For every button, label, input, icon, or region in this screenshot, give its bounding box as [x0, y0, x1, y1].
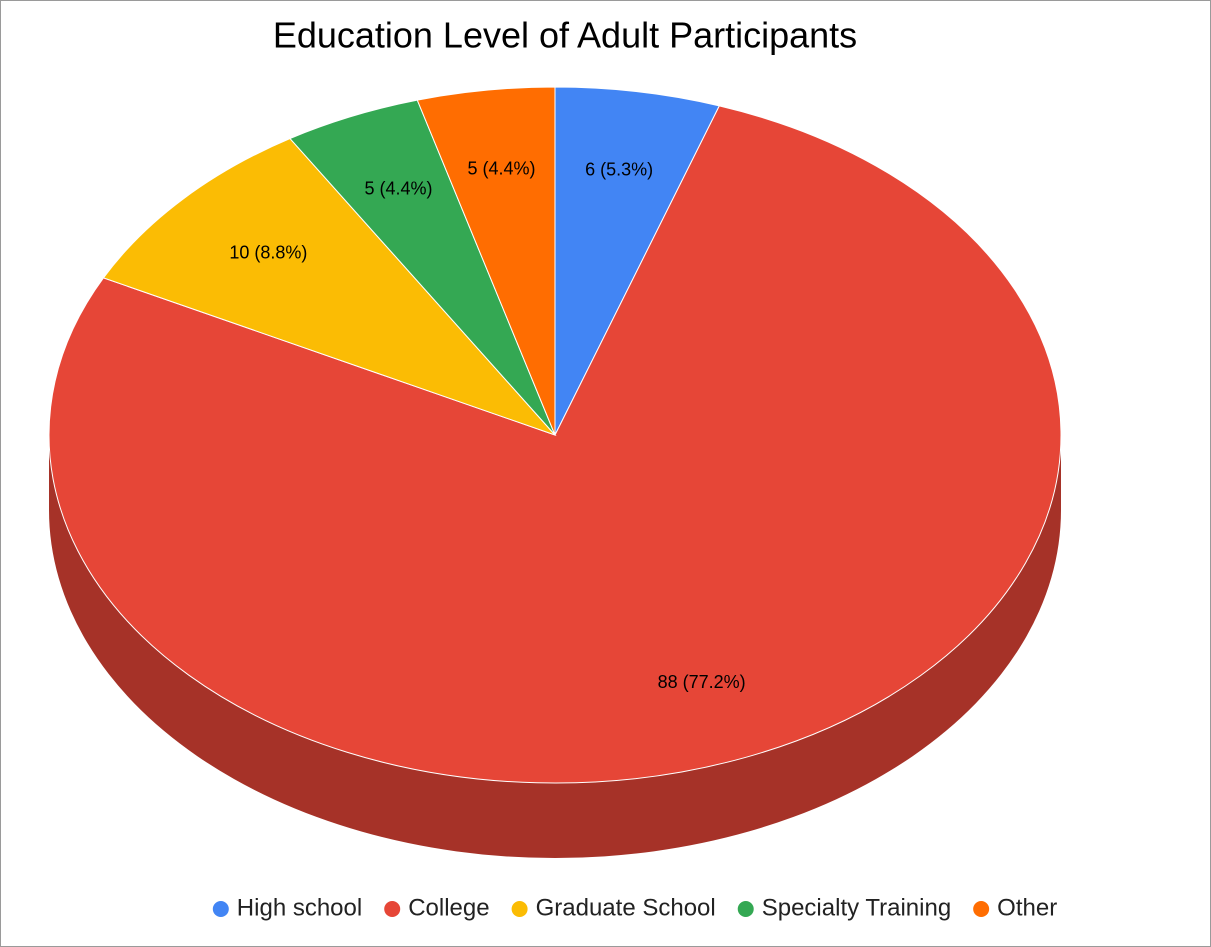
pie-slices [48, 86, 1062, 784]
data-label: 6 (5.3%) [585, 159, 653, 179]
data-label: 5 (4.4%) [467, 158, 535, 178]
legend-label: Other [997, 894, 1057, 921]
pie-slice [48, 105, 1062, 784]
pie-slice [102, 137, 557, 437]
chart-title: Education Level of Adult Participants [273, 15, 857, 56]
data-label: 10 (8.8%) [229, 242, 307, 262]
data-label: 88 (77.2%) [658, 672, 746, 692]
legend-marker [973, 901, 990, 917]
legend-marker [511, 901, 528, 917]
legend-label: High school [237, 894, 362, 921]
slice-side [49, 435, 1061, 858]
legend-marker [737, 901, 754, 917]
legend-label: College [408, 894, 489, 921]
pie-slice [554, 86, 721, 436]
data-label: 5 (4.4%) [364, 178, 432, 198]
legend-label: Specialty Training [762, 894, 951, 921]
pie-slice [416, 86, 556, 436]
legend-marker [384, 901, 401, 917]
legend-marker [212, 901, 229, 917]
legend: High school College Graduate School Special… [212, 894, 1057, 921]
pie-sides [49, 435, 1061, 858]
legend-label: Graduate School [536, 894, 716, 921]
